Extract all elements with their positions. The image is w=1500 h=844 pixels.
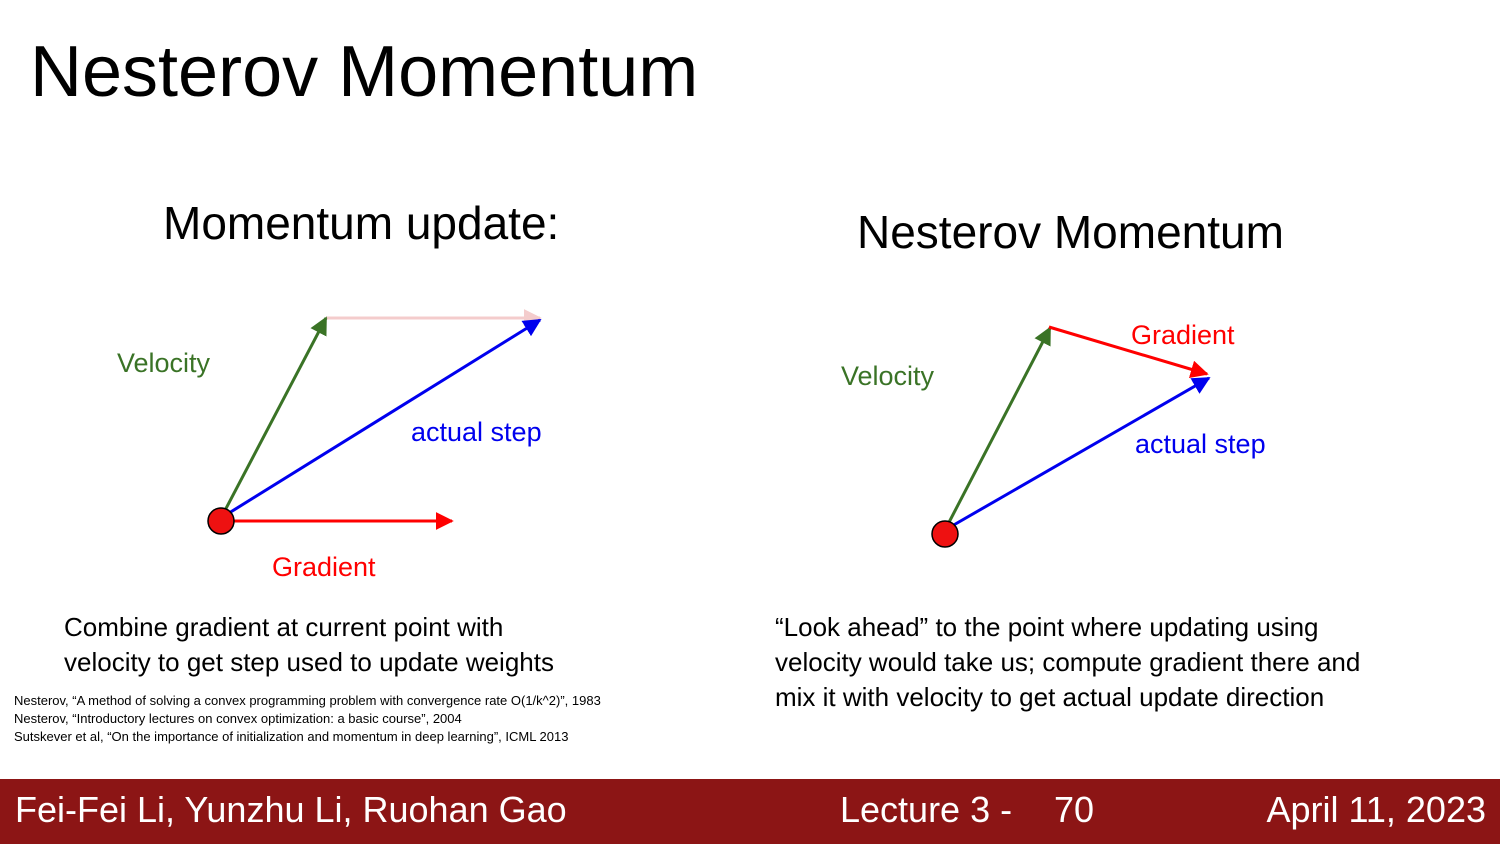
actual-step-label: actual step	[1135, 429, 1266, 459]
actual-step-arrow	[220, 318, 542, 520]
nesterov-momentum-diagram: Velocity Gradient actual step	[841, 320, 1266, 548]
gradient-label: Gradient	[272, 552, 376, 582]
gradient-label: Gradient	[1131, 320, 1235, 350]
reference-item: Nesterov, “A method of solving a convex …	[14, 693, 601, 708]
caption-line: “Look ahead” to the point where updating…	[775, 612, 1319, 642]
footer-date: April 11, 2023	[1266, 789, 1486, 830]
current-point	[931, 520, 959, 548]
actual-step-arrow	[944, 376, 1211, 532]
caption-line: Combine gradient at current point with	[64, 612, 504, 642]
footer-bar: Fei-Fei Li, Yunzhu Li, Ruohan Gao Lectur…	[0, 779, 1500, 844]
slide-title: Nesterov Momentum	[30, 32, 699, 112]
nesterov-momentum-heading: Nesterov Momentum	[857, 206, 1284, 258]
vector-diagrams: Velocity actual step Gradient Velocity G…	[117, 309, 1266, 582]
velocity-arrow	[943, 326, 1052, 531]
momentum-update-diagram: Velocity actual step Gradient	[117, 309, 542, 582]
actual-step-label: actual step	[411, 417, 542, 447]
caption-line: mix it with velocity to get actual updat…	[775, 682, 1325, 712]
velocity-label: Velocity	[117, 348, 211, 378]
caption-line: velocity to get step used to update weig…	[64, 647, 554, 677]
footer-lecture: Lecture 3 -	[840, 789, 1013, 830]
lookahead-gradient-arrow	[1048, 325, 1209, 379]
caption-line: velocity would take us; compute gradient…	[775, 647, 1361, 677]
references: Nesterov, “A method of solving a convex …	[14, 692, 601, 746]
reference-item: Sutskever et al, “On the importance of i…	[14, 729, 569, 744]
page-number: 70	[1054, 789, 1095, 830]
momentum-update-heading: Momentum update:	[163, 197, 560, 249]
velocity-arrow	[219, 316, 328, 519]
footer-authors: Fei-Fei Li, Yunzhu Li, Ruohan Gao	[15, 789, 567, 830]
reference-item: Nesterov, “Introductory lectures on conv…	[14, 711, 462, 726]
velocity-label: Velocity	[841, 361, 935, 391]
nesterov-momentum-caption: “Look ahead” to the point where updating…	[775, 610, 1475, 715]
current-point	[207, 507, 235, 535]
momentum-update-caption: Combine gradient at current point with v…	[64, 610, 684, 680]
